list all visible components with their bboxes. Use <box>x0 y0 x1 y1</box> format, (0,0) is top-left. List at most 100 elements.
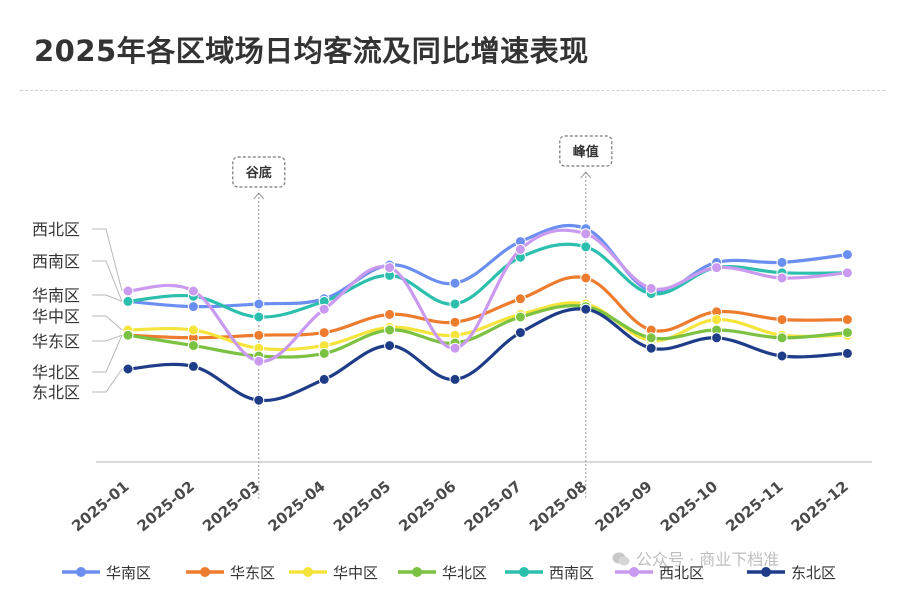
label-leader <box>92 294 123 302</box>
data-point <box>776 332 788 344</box>
data-point <box>122 295 134 307</box>
watermark-text: 公众号 · 商业下档准 <box>636 550 780 569</box>
label-leader <box>92 315 123 331</box>
label-leader <box>92 228 123 292</box>
data-point <box>841 249 853 261</box>
data-point <box>187 324 199 336</box>
series-line <box>126 304 849 359</box>
legend-swatch-dot <box>303 567 313 577</box>
data-point <box>449 316 461 328</box>
data-point <box>318 373 330 385</box>
label-leader <box>92 368 123 393</box>
x-tick-label: 2025-05 <box>330 477 394 535</box>
data-point <box>384 324 396 336</box>
legend-label: 华北区 <box>442 564 487 582</box>
data-point <box>122 363 134 375</box>
data-point <box>253 329 265 341</box>
data-point <box>318 327 330 339</box>
legend-swatch-dot <box>200 567 210 577</box>
data-point <box>318 303 330 315</box>
data-point <box>514 293 526 305</box>
data-point <box>253 394 265 406</box>
annotation-box <box>232 156 286 188</box>
annotation-arrow <box>580 171 592 179</box>
data-point <box>580 228 592 240</box>
data-point <box>122 285 134 297</box>
series-side-label: 东北区 <box>32 383 80 402</box>
data-point <box>776 256 788 268</box>
x-tick-label: 2025-03 <box>199 477 263 535</box>
data-point <box>711 332 723 344</box>
data-point <box>187 340 199 352</box>
data-point <box>841 314 853 326</box>
wechat-icon <box>612 552 630 566</box>
series-side-label: 华中区 <box>32 307 80 326</box>
data-point <box>187 285 199 297</box>
legend-label: 华东区 <box>230 564 275 582</box>
watermark: 公众号 · 商业下档准 <box>612 546 779 570</box>
x-tick-label: 2025-02 <box>134 477 198 535</box>
x-tick-label: 2025-01 <box>68 477 132 535</box>
data-point <box>841 327 853 339</box>
data-point <box>711 314 723 326</box>
x-tick-label: 2025-11 <box>722 477 786 535</box>
annotation-box <box>559 135 613 167</box>
data-point <box>122 329 134 341</box>
legend-swatch-dot <box>412 567 422 577</box>
data-point <box>776 314 788 326</box>
legend-swatch-dot <box>629 567 639 577</box>
data-point <box>384 262 396 274</box>
legend-swatch-dot <box>761 567 771 577</box>
data-point <box>580 272 592 284</box>
data-point <box>645 332 657 344</box>
annotation-arrow <box>253 192 265 200</box>
x-tick-label: 2025-10 <box>657 477 721 535</box>
data-point <box>253 355 265 367</box>
legend-label: 西北区 <box>659 564 704 582</box>
data-point <box>841 267 853 279</box>
x-tick-label: 2025-09 <box>591 477 655 535</box>
data-point <box>645 282 657 294</box>
legend-label: 东北区 <box>791 564 836 582</box>
data-point <box>711 262 723 274</box>
data-point <box>514 243 526 255</box>
x-tick-label: 2025-07 <box>461 477 525 535</box>
legend-swatch-dot <box>519 567 529 577</box>
legend-label: 华南区 <box>106 564 151 582</box>
data-point <box>449 373 461 385</box>
data-point <box>318 347 330 359</box>
data-point <box>776 272 788 284</box>
series-side-label: 西南区 <box>32 252 80 271</box>
x-tick-label: 2025-06 <box>395 477 459 535</box>
label-leader <box>92 334 123 342</box>
data-point <box>449 277 461 289</box>
chart-title: 2025年各区域场日均客流及同比增速表现 <box>34 34 589 68</box>
data-point <box>253 298 265 310</box>
data-point <box>841 347 853 359</box>
x-tick-label: 2025-08 <box>526 477 590 535</box>
data-point <box>384 308 396 320</box>
data-point <box>449 342 461 354</box>
series-side-label: 西北区 <box>32 220 80 239</box>
series-side-label: 华南区 <box>32 286 80 305</box>
data-point <box>384 340 396 352</box>
data-point <box>514 327 526 339</box>
series-side-label: 华东区 <box>32 332 80 351</box>
title-divider <box>20 90 885 91</box>
data-point <box>776 350 788 362</box>
data-point <box>514 311 526 323</box>
series-side-label: 华北区 <box>32 363 80 382</box>
data-point <box>449 298 461 310</box>
annotation-label: 峰值 <box>573 144 599 160</box>
legend-label: 西南区 <box>549 564 594 582</box>
data-point <box>253 311 265 323</box>
legend-label: 华中区 <box>333 564 378 582</box>
x-tick-label: 2025-04 <box>264 477 328 535</box>
data-point <box>187 360 199 372</box>
x-tick-label: 2025-12 <box>788 477 852 535</box>
data-point <box>187 301 199 313</box>
data-point <box>645 342 657 354</box>
data-point <box>580 241 592 253</box>
label-leader <box>92 335 123 373</box>
data-point <box>580 303 592 315</box>
